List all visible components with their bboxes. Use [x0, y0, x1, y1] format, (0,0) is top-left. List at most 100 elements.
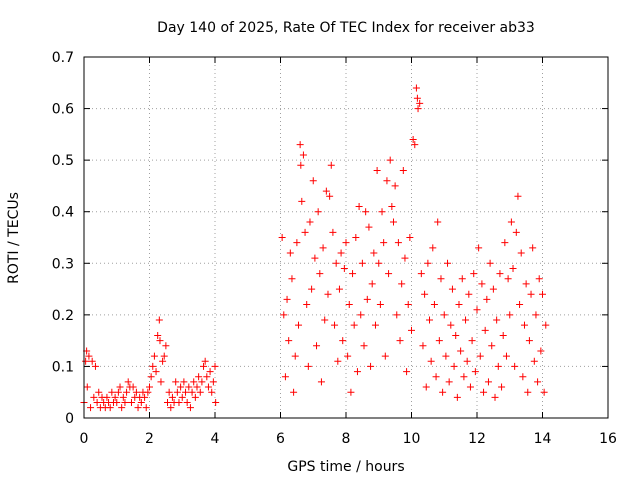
data-point	[463, 357, 471, 365]
data-point	[462, 316, 470, 324]
data-point	[296, 141, 304, 149]
data-point	[424, 259, 432, 267]
data-point	[165, 388, 173, 396]
data-point	[465, 290, 473, 298]
data-point	[322, 187, 330, 195]
data-point	[278, 234, 286, 241]
data-point	[426, 316, 434, 324]
data-point	[501, 239, 509, 247]
y-tick-label: 0.1	[52, 359, 74, 375]
data-point	[212, 399, 220, 407]
data-point	[111, 393, 119, 401]
data-point	[471, 368, 479, 376]
data-point	[525, 337, 533, 345]
data-point	[162, 342, 170, 350]
data-point	[432, 373, 440, 381]
data-point	[340, 264, 348, 272]
y-tick-label: 0.5	[52, 153, 74, 169]
data-point	[291, 352, 299, 360]
data-point	[404, 301, 412, 309]
x-tick-label: 2	[145, 431, 154, 447]
data-point	[132, 388, 140, 396]
data-point	[458, 275, 466, 283]
data-point	[444, 259, 452, 267]
data-point	[319, 244, 327, 252]
x-tick-label: 8	[342, 431, 351, 447]
data-point	[124, 378, 132, 386]
data-point	[190, 378, 198, 386]
data-point	[502, 352, 510, 360]
data-point	[208, 388, 216, 396]
data-points	[80, 84, 550, 412]
data-point	[283, 295, 291, 303]
data-point	[378, 208, 386, 216]
data-point	[288, 275, 296, 283]
data-point	[493, 316, 501, 324]
data-point	[488, 342, 496, 350]
data-point	[88, 357, 96, 365]
data-point	[386, 156, 394, 164]
y-axis-label: ROTI / TECUs	[6, 192, 22, 284]
data-point	[437, 275, 445, 283]
data-point	[91, 362, 99, 370]
data-point	[350, 321, 358, 329]
data-point	[332, 259, 340, 267]
data-point	[172, 378, 180, 386]
data-point	[281, 373, 289, 381]
data-point	[349, 270, 357, 278]
data-point	[152, 368, 160, 376]
data-point	[308, 285, 316, 293]
data-point	[290, 388, 298, 396]
data-point	[498, 383, 506, 391]
data-point	[175, 399, 183, 407]
data-point	[435, 337, 443, 345]
data-point	[491, 393, 499, 401]
data-point	[481, 326, 489, 334]
data-point	[93, 399, 101, 407]
data-point	[113, 399, 121, 407]
data-point	[512, 228, 520, 236]
data-point	[339, 337, 347, 345]
data-point	[507, 218, 515, 226]
data-point	[203, 373, 211, 381]
data-point	[85, 352, 93, 360]
y-tick-label: 0.7	[52, 50, 74, 66]
data-point	[286, 249, 294, 257]
data-point	[114, 388, 122, 396]
data-point	[480, 388, 488, 396]
data-point	[147, 373, 155, 381]
data-point	[466, 383, 474, 391]
data-point	[295, 321, 303, 329]
data-point	[524, 388, 532, 396]
x-tick-label: 12	[468, 431, 486, 447]
data-point	[380, 239, 388, 247]
data-point	[134, 404, 142, 412]
data-point	[445, 378, 453, 386]
data-point	[119, 393, 127, 401]
data-point	[357, 311, 365, 319]
data-point	[375, 259, 383, 267]
data-point	[185, 383, 193, 391]
data-point	[198, 378, 206, 386]
data-point	[506, 311, 514, 319]
data-point	[116, 383, 124, 391]
data-point	[499, 331, 507, 339]
data-point	[280, 311, 288, 319]
data-point	[95, 388, 103, 396]
data-point	[106, 404, 114, 412]
data-point	[144, 388, 152, 396]
data-point	[154, 331, 162, 339]
data-point	[331, 321, 339, 329]
data-point	[358, 259, 366, 267]
data-point	[160, 352, 168, 360]
data-point	[355, 203, 363, 211]
data-point	[427, 357, 435, 365]
data-point	[362, 208, 370, 216]
data-point	[537, 347, 545, 355]
data-point	[118, 404, 126, 412]
data-point	[367, 362, 375, 370]
data-point	[164, 399, 172, 407]
data-point	[173, 388, 181, 396]
data-point	[448, 285, 456, 293]
